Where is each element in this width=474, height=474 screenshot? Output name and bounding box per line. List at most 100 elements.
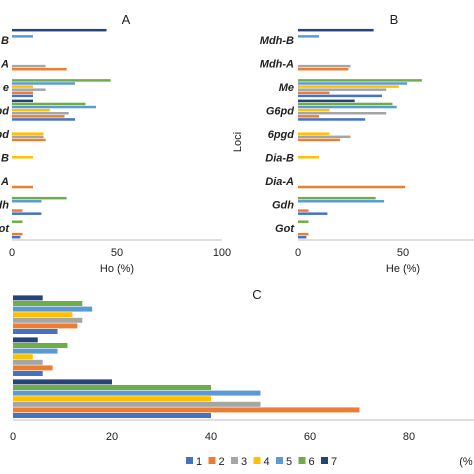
panel-c-bar-series-7-cat-3	[13, 379, 112, 385]
panel-c-x-tick-label: 20	[106, 431, 118, 443]
legend-swatch-3	[231, 457, 238, 464]
panel-b-bar-series-7-cat-1	[298, 28, 374, 32]
panel-a-bar-series-5-cat-8	[12, 200, 42, 203]
panel-a-bar-series-6-cat-3	[12, 79, 111, 82]
panel-b-x-tick-label: 0	[295, 247, 301, 259]
legend-swatch-6	[298, 457, 306, 464]
panel-b-bar-series-7-cat-4	[298, 99, 355, 103]
panel-a-bar-series-2-cat-7	[12, 185, 33, 189]
panel-b-bar-series-3-cat-3	[298, 88, 387, 91]
panel-b-bar-series-3-cat-2	[298, 64, 351, 68]
panel-a-bar-series-5-cat-4	[12, 105, 96, 109]
panel-a-bar-series-7-cat-1	[12, 28, 107, 32]
panel-a-bar-series-3-cat-4	[12, 111, 69, 115]
panel-b-bar-series-2-cat-9	[298, 232, 309, 236]
panel-c-bar-series-4-cat-1	[13, 312, 73, 318]
panel-b-bar-series-1-cat-4	[298, 118, 366, 121]
panel-b-x-ticks: 0 50	[295, 247, 409, 259]
panel-b-bars	[298, 28, 422, 239]
panel-c-bar-series-2-cat-1	[13, 323, 78, 329]
panel-c-bar-series-3-cat-2	[13, 359, 43, 365]
panel-b-locus-label: G6pd	[266, 105, 294, 117]
panel-a-bar-series-2-cat-8	[12, 209, 23, 212]
panel-a-locus-label: B	[1, 153, 9, 165]
panel-c: C 0 20 40 60 80 (% 1 2 3 4 5 6 7	[10, 287, 474, 468]
panel-a-bar-series-6-cat-4	[12, 102, 86, 106]
panel-a-bar-series-1-cat-4	[12, 118, 75, 121]
panel-a-bar-series-7-cat-4	[12, 99, 33, 103]
panel-b-bar-series-1-cat-3	[298, 94, 382, 98]
panel-c-x-tick-label: 40	[205, 431, 217, 443]
panel-a-locus-label: e	[3, 82, 9, 94]
panel-c-bar-series-7-cat-1	[13, 295, 43, 301]
panel-c-x-ticks: 0 20 40 60 80	[10, 431, 415, 443]
panel-b-bar-series-5-cat-1	[298, 35, 319, 38]
panel-b-bar-series-2-cat-3	[298, 91, 330, 95]
panel-a-bar-series-6-cat-9	[12, 220, 23, 223]
panel-b-bar-series-5-cat-4	[298, 105, 397, 109]
panel-c-bar-series-1-cat-3	[13, 413, 211, 418]
legend-label-3: 3	[241, 456, 247, 468]
panel-c-x-tick-label: 0	[10, 431, 16, 443]
panel-a-bar-series-3-cat-5	[12, 135, 44, 139]
panel-c-bar-series-1-cat-2	[13, 371, 43, 376]
legend-swatch-7	[321, 457, 328, 464]
panel-b-locus-label: 6pgd	[268, 129, 295, 141]
legend-label-7: 7	[331, 456, 337, 468]
panel-b-bar-series-4-cat-6	[298, 156, 319, 159]
panel-a-bar-series-5-cat-3	[12, 82, 75, 85]
panel-c-bar-series-6-cat-3	[13, 385, 211, 390]
panel-a-bars	[12, 28, 111, 239]
panel-c-x-tick-label: 80	[403, 431, 415, 443]
panel-a-locus-label: ot	[0, 223, 10, 235]
legend-swatch-2	[208, 457, 216, 464]
panel-b: B Loci Mdh-B Mdh-A Me G6pd 6pgd Dia-B Dia-A Gdh…	[232, 12, 474, 275]
panel-b-bar-series-2-cat-4	[298, 115, 319, 118]
panel-c-bar-series-6-cat-2	[13, 343, 68, 348]
panel-a-locus-label: A	[0, 58, 9, 70]
panel-b-locus-label: Mdh-B	[260, 35, 294, 47]
panel-b-bar-series-2-cat-7	[298, 185, 406, 189]
panel-a-bar-series-2-cat-2	[12, 67, 67, 71]
legend: 1 2 3 4 5 6 7	[186, 456, 337, 468]
panel-c-bar-series-4-cat-3	[13, 396, 211, 402]
panel-b-bar-series-4-cat-4	[298, 108, 330, 112]
panel-b-bar-series-1-cat-8	[298, 212, 328, 215]
panel-a-bar-series-2-cat-5	[12, 138, 46, 142]
panel-c-bar-series-1-cat-1	[13, 329, 58, 334]
panel-a-bar-series-3-cat-2	[12, 64, 46, 68]
panel-c-bar-series-7-cat-2	[13, 337, 38, 343]
panel-a-bar-series-2-cat-3	[12, 91, 33, 95]
panel-a-x-tick-label: 100	[213, 247, 231, 259]
panel-a-bar-series-4-cat-3	[12, 85, 33, 88]
legend-label-5: 5	[286, 456, 292, 468]
panel-b-bar-series-4-cat-5	[298, 132, 330, 135]
panel-c-letter: C	[252, 287, 261, 302]
panel-a-bar-series-1-cat-3	[12, 94, 33, 98]
panel-c-x-tick-label: 60	[304, 431, 316, 443]
panel-c-bar-series-4-cat-2	[13, 354, 33, 360]
panel-a-locus-label: pd	[0, 105, 9, 117]
panel-a-bar-series-4-cat-6	[12, 156, 33, 159]
panel-b-locus-label: Me	[279, 82, 294, 94]
panel-a-bar-series-2-cat-4	[12, 115, 65, 118]
panel-c-bar-series-5-cat-2	[13, 348, 58, 354]
panel-b-locus-label: Got	[275, 223, 295, 235]
panel-c-bar-series-6-cat-1	[13, 301, 83, 306]
panel-c-bar-series-5-cat-3	[13, 390, 261, 396]
panel-c-bar-series-2-cat-2	[13, 365, 53, 371]
panel-a-letter: A	[122, 12, 131, 27]
panel-a-locus-label: dh	[0, 200, 9, 212]
panel-a-bar-series-6-cat-8	[12, 196, 67, 200]
panel-a-x-tick-label: 50	[111, 247, 123, 259]
legend-swatch-5	[276, 457, 283, 464]
panel-b-bar-series-2-cat-5	[298, 138, 340, 142]
panel-b-bar-series-6-cat-8	[298, 196, 376, 200]
panel-b-bar-series-3-cat-4	[298, 111, 387, 115]
panel-b-x-tick-label: 50	[397, 247, 409, 259]
panel-b-bar-series-1-cat-9	[298, 235, 307, 239]
panel-a-locus-label: pd	[0, 129, 9, 141]
panel-a-locus-label: A	[0, 176, 9, 188]
panel-b-locus-labels: Mdh-B Mdh-A Me G6pd 6pgd Dia-B Dia-A Gdh Got	[260, 35, 296, 235]
